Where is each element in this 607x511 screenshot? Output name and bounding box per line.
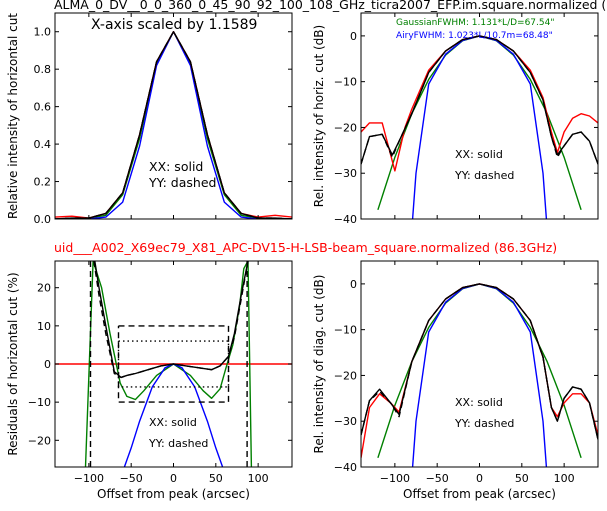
series-line-blue-solid (411, 35, 548, 219)
annotation-text: XX: solid (455, 396, 503, 409)
annotation-text: YY: dashed (148, 175, 216, 190)
annotation-text: XX: solid (149, 416, 197, 429)
y-tick-label: 10 (37, 320, 51, 333)
series-line-black-dashed (55, 31, 292, 219)
y-tick-label: −30 (334, 415, 357, 428)
x-axis-label: Offset from peak (arcsec) (97, 487, 250, 501)
y-tick-label: 0.8 (34, 63, 52, 76)
y-tick-label: −10 (28, 396, 51, 409)
x-tick-label: 50 (515, 472, 529, 485)
y-tick-label: −10 (334, 76, 357, 89)
annotation-text: YY: dashed (454, 417, 514, 430)
series-line-green-solid (377, 283, 582, 459)
series-group (361, 35, 598, 219)
y-tick-label: −20 (334, 121, 357, 134)
x-tick-label: 100 (554, 472, 575, 485)
y-tick-label: 20 (37, 282, 51, 295)
series-line-black-dashed (361, 35, 598, 165)
top-title: ALMA_0_DV__0_0_360_0_45_90_92_100_108_GH… (54, 0, 606, 12)
series-line-green-solid (55, 31, 292, 219)
plot-frame (360, 12, 599, 220)
annotation-text: AiryFWHM: 1.023*L/10.7m=68.48" (396, 31, 553, 41)
series-line-black-solid (361, 35, 598, 165)
y-tick-label: −40 (334, 461, 357, 474)
series-line-green-solid (377, 35, 582, 211)
y-tick-label: 0.4 (34, 138, 52, 151)
y-tick-label: −30 (334, 167, 357, 180)
series-line-black-dashed (361, 283, 598, 440)
y-axis-label: Relative intensity of horizontal cut (6, 13, 20, 219)
annotation-text: X-axis scaled by 1.1589 (91, 17, 257, 33)
x-tick-label: −100 (380, 472, 410, 485)
y-tick-label: 0 (44, 358, 51, 371)
x-axis-label: Offset from peak (arcsec) (403, 487, 556, 501)
x-tick-label: 50 (209, 472, 223, 485)
y-axis-label: Rel. intensity of diag. cut (dB) (312, 275, 326, 454)
plot-frame (360, 260, 599, 468)
series-line-black-dotted (117, 340, 230, 388)
panel-horizontal-cut-db: −40 −30 −20 −10 0 Rel. intensity of horiz. cu… (312, 12, 599, 226)
panel-horizontal-cut-linear: 0.0 0.2 0.4 0.6 0.8 1.0 Relative intensity of … (6, 12, 293, 226)
x-tick-label: 100 (248, 472, 269, 485)
series-group (361, 283, 598, 467)
series-line-red-solid (361, 283, 598, 458)
y-tick-label: −40 (334, 213, 357, 226)
y-tick-label: 0.6 (34, 101, 52, 114)
x-tick-label: −50 (120, 472, 143, 485)
series-line-blue-solid (55, 31, 292, 219)
annotation-text: XX: solid (149, 159, 203, 174)
middle-title: uid___A002_X69ec79_X81_APC-DV15-H-LSB-be… (54, 240, 557, 255)
y-tick-label: 1.0 (34, 26, 52, 39)
y-tick-label: −20 (28, 434, 51, 447)
x-tick-label: −100 (74, 472, 104, 485)
series-line-blue-solid (411, 283, 548, 467)
series-group (55, 261, 292, 467)
y-tick-label: 0.0 (34, 213, 52, 226)
x-tick-label: 0 (170, 472, 177, 485)
series-group (55, 31, 292, 219)
y-axis-label: Residuals of horizontal cut (%) (6, 272, 20, 455)
y-axis-label: Rel. intensity of horiz. cut (dB) (312, 25, 326, 207)
y-tick-label: 0 (350, 278, 357, 291)
y-tick-label: −10 (334, 324, 357, 337)
x-tick-label: −50 (426, 472, 449, 485)
series-line-red-solid (55, 31, 292, 219)
annotation-text: GaussianFWHM: 1.131*L/D=67.54" (396, 18, 554, 28)
annotation-text: YY: dashed (454, 169, 514, 182)
y-tick-label: 0.2 (34, 176, 52, 189)
y-tick-label: −20 (334, 369, 357, 382)
annotation-text: YY: dashed (148, 437, 208, 450)
y-tick-label: 0 (350, 30, 357, 43)
x-tick-label: 0 (476, 472, 483, 485)
annotation-text: XX: solid (455, 148, 503, 161)
series-line-black-dashed (93, 261, 249, 379)
series-line-black-solid (55, 31, 292, 219)
